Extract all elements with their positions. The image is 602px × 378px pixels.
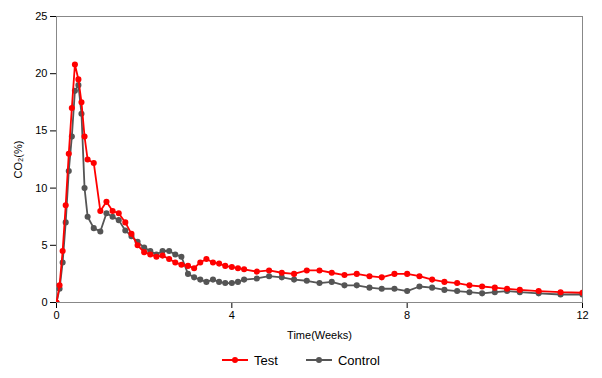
svg-text:12: 12 (576, 309, 588, 321)
html-text:Test: Test (254, 352, 278, 368)
svg-text:8: 8 (404, 309, 410, 321)
svg-text:25: 25 (35, 10, 47, 22)
svg-text:15: 15 (35, 124, 47, 136)
svg-text:Time(Weeks): Time(Weeks) (287, 329, 352, 341)
svg-text:0: 0 (41, 296, 47, 308)
html-text:Control: Control (338, 352, 380, 368)
svg-text:10: 10 (35, 182, 47, 194)
svg-text:20: 20 (35, 67, 47, 79)
svg-text:CO₂(%): CO₂(%) (12, 141, 24, 179)
svg-text:4: 4 (229, 309, 235, 321)
svg-text:0: 0 (53, 309, 59, 321)
svg-text:5: 5 (41, 239, 47, 251)
